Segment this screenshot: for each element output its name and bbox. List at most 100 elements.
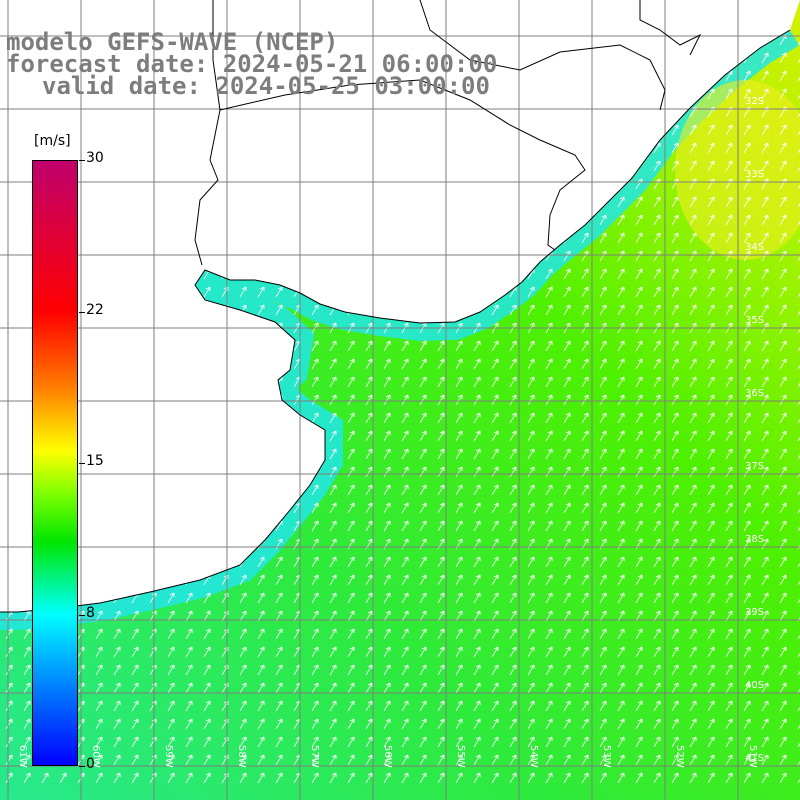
wind-arrow <box>707 376 715 388</box>
wind-arrow <box>95 574 103 586</box>
wind-arrow <box>365 412 373 424</box>
wind-arrow <box>761 160 769 172</box>
wind-arrow <box>23 268 31 280</box>
lon-label: 58W <box>236 745 247 768</box>
wind-arrow <box>707 394 715 406</box>
wind-arrow <box>617 250 625 262</box>
wind-arrow <box>545 178 553 190</box>
wind-arrow <box>473 502 481 514</box>
wind-arrow <box>779 574 787 586</box>
wind-arrow <box>437 268 445 280</box>
wind-arrow <box>95 754 103 766</box>
wind-arrow <box>707 646 715 658</box>
wind-arrow <box>23 682 31 694</box>
wind-arrow <box>653 160 661 172</box>
wind-arrow <box>509 736 517 748</box>
wind-arrow <box>401 772 409 784</box>
wind-arrow <box>23 286 31 298</box>
wind-arrow <box>707 700 715 712</box>
wind-arrow <box>707 142 715 154</box>
lon-label: 51W <box>747 745 758 768</box>
wind-arrow <box>437 664 445 676</box>
wind-arrow <box>311 340 319 352</box>
wind-arrow <box>491 772 499 784</box>
wind-arrow <box>545 574 553 586</box>
wind-arrow <box>689 160 697 172</box>
wind-arrow <box>329 466 337 478</box>
wind-arrow <box>383 214 391 226</box>
wind-arrow <box>509 466 517 478</box>
wind-arrow <box>347 340 355 352</box>
wind-arrow <box>149 466 157 478</box>
wind-arrow <box>635 718 643 730</box>
wind-arrow <box>599 376 607 388</box>
lon-label: 56W <box>382 745 393 768</box>
wind-arrow <box>797 520 800 532</box>
wind-arrow <box>437 142 445 154</box>
wind-arrow <box>419 448 427 460</box>
wind-arrow <box>185 178 193 190</box>
wind-arrow <box>347 754 355 766</box>
wind-arrow <box>797 610 800 622</box>
wind-arrow <box>725 754 733 766</box>
wind-arrow <box>689 700 697 712</box>
wind-arrow <box>185 466 193 478</box>
wind-arrow <box>203 736 211 748</box>
wind-arrow <box>599 700 607 712</box>
wind-arrow <box>455 376 463 388</box>
wind-arrow <box>563 646 571 658</box>
wind-arrow <box>743 646 751 658</box>
wind-arrow <box>365 718 373 730</box>
wind-arrow <box>203 394 211 406</box>
wind-arrow <box>743 772 751 784</box>
wind-arrow <box>275 736 283 748</box>
wind-arrow <box>131 178 139 190</box>
wind-arrow <box>491 268 499 280</box>
wind-arrow <box>239 700 247 712</box>
wind-arrow <box>23 142 31 154</box>
wind-arrow <box>347 592 355 604</box>
wind-arrow <box>5 178 13 190</box>
wind-arrow <box>113 736 121 748</box>
wind-arrow <box>779 448 787 460</box>
wind-arrow <box>239 664 247 676</box>
wind-arrow <box>203 250 211 262</box>
wind-arrow <box>257 502 265 514</box>
wind-arrow <box>149 304 157 316</box>
wind-arrow <box>149 214 157 226</box>
wind-arrow <box>653 772 661 784</box>
wind-arrow <box>311 196 319 208</box>
wind-arrow <box>563 412 571 424</box>
wind-arrow <box>365 628 373 640</box>
wind-arrow <box>239 448 247 460</box>
wind-arrow <box>689 628 697 640</box>
wind-arrow <box>779 430 787 442</box>
wind-arrow <box>311 682 319 694</box>
wind-arrow <box>203 466 211 478</box>
wind-arrow <box>239 142 247 154</box>
wind-arrow <box>23 700 31 712</box>
wind-arrow <box>185 376 193 388</box>
wind-arrow <box>203 214 211 226</box>
wind-arrow <box>185 214 193 226</box>
wind-arrow <box>401 448 409 460</box>
wind-arrow <box>509 592 517 604</box>
wind-arrow <box>419 646 427 658</box>
wind-arrow <box>95 412 103 424</box>
wind-arrow <box>761 754 769 766</box>
wind-arrow <box>275 304 283 316</box>
wind-arrow <box>203 340 211 352</box>
wind-arrow <box>509 232 517 244</box>
wind-arrow <box>689 646 697 658</box>
wind-arrow <box>779 466 787 478</box>
wind-arrow <box>599 628 607 640</box>
wind-arrow <box>311 736 319 748</box>
wind-arrow <box>365 556 373 568</box>
wind-arrow <box>437 628 445 640</box>
wind-arrow <box>617 466 625 478</box>
wind-arrow <box>23 304 31 316</box>
wind-arrow <box>671 160 679 172</box>
wind-arrow <box>455 448 463 460</box>
wind-arrow <box>257 340 265 352</box>
wind-arrow <box>545 700 553 712</box>
